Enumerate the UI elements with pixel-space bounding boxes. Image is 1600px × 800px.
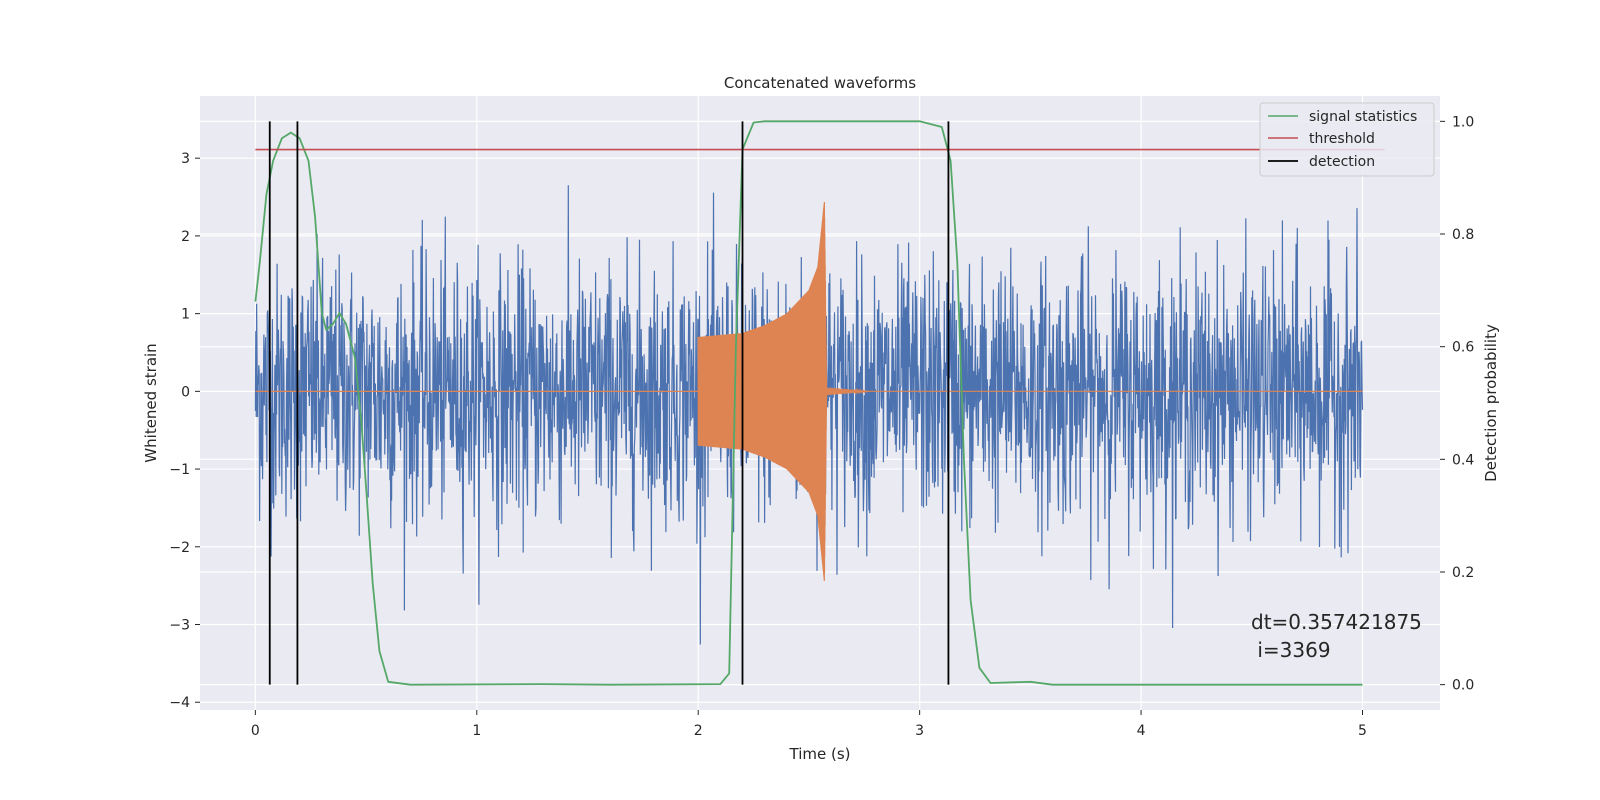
x-tick-label: 1 [472, 723, 481, 739]
x-tick-label: 2 [694, 723, 703, 739]
x-tick-label: 0 [251, 723, 260, 739]
y2-tick-label: 1.0 [1452, 114, 1474, 130]
y2-tick-label: 0.0 [1452, 678, 1474, 694]
y2-tick-label: 0.6 [1452, 340, 1474, 356]
signal-statistics-series [254, 120, 1385, 686]
y-tick-label: 0 [181, 384, 190, 400]
x-axis-label: Time (s) [789, 745, 851, 763]
chart-title: Concatenated waveforms [724, 74, 916, 92]
y2-tick-label: 0.4 [1452, 452, 1474, 468]
legend-box [1259, 102, 1435, 177]
legend-label-threshold: threshold [1309, 131, 1375, 147]
annotation-dt: dt=0.357421875 [1251, 610, 1422, 634]
y2-axis-label: Detection probability [1482, 324, 1500, 482]
y-axis-label: Whitened strain [142, 343, 160, 462]
y2-tick-label: 0.2 [1452, 565, 1474, 581]
axis-ticks: 0 1 2 3 4 5 −4 −3 −2 −1 0 1 2 3 0.0 0.2 0.4 0.6 0.8 1.0 [169, 114, 1474, 739]
y-tick-label: 1 [181, 307, 190, 323]
y-tick-label: −3 [169, 618, 190, 634]
annotation-i: i=3369 [1251, 638, 1331, 662]
y-tick-label: 2 [181, 229, 190, 245]
legend: signal statistics threshold detection [1259, 102, 1435, 177]
y2-tick-label: 0.8 [1452, 227, 1474, 243]
y-tick-label: −1 [169, 462, 190, 478]
x-tick-label: 5 [1358, 723, 1367, 739]
y-tick-label: 3 [181, 151, 190, 167]
injected-series [255, 201, 1363, 582]
injected-line [255, 201, 1363, 582]
annotation: dt=0.357421875 i=3369 [1251, 610, 1422, 662]
legend-label-detection: detection [1309, 154, 1375, 170]
y-tick-label: −4 [169, 695, 190, 711]
y-tick-label: −2 [169, 540, 190, 556]
x-tick-label: 3 [915, 723, 924, 739]
x-tick-label: 4 [1137, 723, 1146, 739]
legend-label-signal-statistics: signal statistics [1309, 109, 1417, 125]
